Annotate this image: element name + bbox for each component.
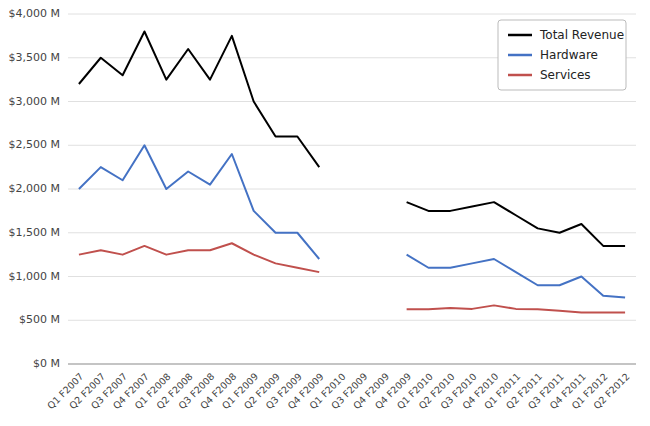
grid-line [68, 364, 636, 365]
legend-label: Services [540, 68, 591, 82]
legend-swatch [508, 74, 532, 77]
y-tick-label: $2,000 M [9, 182, 60, 195]
grid-line [68, 189, 636, 190]
y-tick-label: $4,000 M [9, 7, 60, 20]
chart: $0 M $500 M $1,000 M $1,500 M $2,000 M $2,500… [0, 0, 650, 426]
x-tick-label: Q2 F2012 [591, 371, 631, 411]
grid-line [68, 14, 636, 15]
y-tick-label: $500 M [19, 313, 60, 326]
y-tick-label: $0 M [33, 357, 60, 370]
legend: Total Revenue Hardware Services [498, 20, 626, 90]
lines [79, 32, 625, 313]
x-axis-line [68, 364, 636, 365]
legend-swatch [508, 54, 532, 57]
y-tick-label: $1,500 M [9, 226, 60, 239]
grid-line [68, 145, 636, 146]
y-axis: $0 M $500 M $1,000 M $1,500 M $2,000 M $2,500… [9, 7, 636, 370]
y-tick-label: $3,500 M [9, 51, 60, 64]
grid-line [68, 320, 636, 321]
legend-label: Hardware [540, 48, 598, 62]
grid-line [68, 101, 636, 102]
y-tick-label: $1,000 M [9, 270, 60, 283]
y-tick-label: $2,500 M [9, 138, 60, 151]
legend-swatch [508, 34, 532, 37]
grid-line [68, 276, 636, 277]
y-tick-label: $3,000 M [9, 95, 60, 108]
grid-line [68, 232, 636, 233]
series-line [79, 145, 625, 297]
legend-box [498, 20, 626, 90]
legend-label: Total Revenue [539, 28, 624, 42]
x-axis: Q1 F2007Q2 F2007Q3 F2007Q4 F2007Q1 F2008… [45, 371, 632, 411]
series-line [79, 243, 625, 312]
